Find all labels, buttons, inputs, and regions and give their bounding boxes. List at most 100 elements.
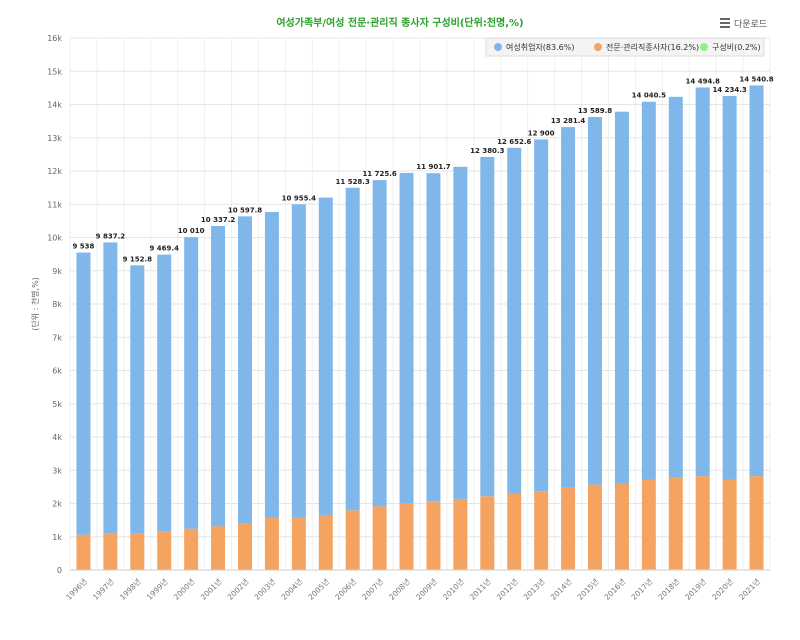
bar-data-label: 14 494.8 (686, 77, 720, 85)
legend-item[interactable]: 구성비(0.2%) (712, 43, 761, 52)
bar-data-label: 9 152.8 (123, 255, 153, 263)
bar-professional (426, 501, 441, 570)
x-tick-label: 2019년 (683, 576, 709, 602)
bar-data-label: 14 540.8 (739, 75, 773, 83)
bar-total (211, 225, 226, 527)
x-tick-label: 2002년 (225, 576, 251, 602)
x-tick-label: 2018년 (656, 576, 682, 602)
chart-title: 여성가족부/여성 전문·관리직 종사자 구성비(단위:천명,%) (276, 18, 524, 29)
x-tick-label: 2014년 (548, 576, 574, 602)
legend-marker[interactable] (494, 43, 502, 51)
x-tick-label: 2013년 (521, 576, 547, 602)
x-tick-label: 2015년 (575, 576, 601, 602)
y-tick-label: 0 (57, 566, 62, 575)
y-tick-label: 12k (47, 167, 62, 176)
bar-professional (588, 484, 602, 570)
y-tick-label: 9k (52, 267, 62, 276)
y-tick-label: 14k (47, 101, 62, 110)
bar-professional (103, 533, 118, 570)
bar-total (157, 254, 172, 532)
bar-data-label: 11 528.3 (336, 178, 370, 186)
bar-professional (695, 476, 710, 570)
bar-total (534, 139, 549, 492)
bar-professional (561, 487, 576, 570)
bar-professional (480, 496, 495, 570)
bar-professional (722, 479, 737, 570)
bar-total (184, 237, 199, 529)
bar-total (372, 180, 387, 507)
bar-professional (668, 477, 683, 570)
bar-data-label: 13 281.4 (551, 117, 585, 125)
bar-professional (211, 526, 226, 570)
bar-data-label: 11 725.6 (362, 170, 396, 178)
y-tick-label: 6k (52, 367, 62, 376)
bar-professional (534, 491, 549, 570)
y-tick-label: 10k (47, 234, 62, 243)
x-tick-label: 2000년 (171, 576, 197, 602)
bar-professional (130, 533, 145, 570)
x-tick-label: 2010년 (440, 576, 466, 602)
bar-total (614, 111, 629, 484)
x-tick-label: 1998년 (117, 576, 143, 602)
bar-total (426, 173, 441, 502)
download-button[interactable]: 다운로드 (720, 16, 767, 30)
bar-professional (641, 479, 656, 570)
x-tick-label: 2017년 (629, 576, 655, 602)
x-tick-label: 2008년 (386, 576, 412, 602)
bar-data-label: 9 538 (73, 243, 95, 251)
x-tick-label: 2012년 (494, 576, 520, 602)
x-tick-label: 1996년 (63, 576, 89, 602)
bar-professional (749, 476, 764, 570)
bar-professional (399, 503, 414, 570)
legend-marker[interactable] (594, 43, 602, 51)
bar-professional (507, 493, 522, 570)
bar-total (749, 85, 764, 477)
x-tick-label: 2003년 (252, 576, 278, 602)
y-tick-label: 11k (47, 200, 62, 209)
legend-item[interactable]: 전문·관리직종사자(16.2%) (606, 42, 699, 52)
bar-professional (291, 516, 306, 570)
y-tick-label: 16k (47, 34, 62, 43)
x-tick-label: 2011년 (467, 576, 493, 602)
legend-box (485, 37, 765, 57)
bar-data-label: 10 597.8 (228, 206, 262, 214)
bar-professional (614, 483, 629, 570)
y-tick-label: 15k (47, 67, 62, 76)
y-tick-label: 1k (52, 533, 62, 542)
bar-total (291, 204, 306, 517)
x-tick-label: 2016년 (602, 576, 628, 602)
bar-data-label: 9 837.2 (96, 232, 126, 240)
legend-item[interactable]: 여성취업자(83.6%) (506, 42, 574, 52)
bar-total (695, 87, 710, 477)
bar-professional (453, 498, 468, 570)
legend-marker[interactable] (700, 43, 708, 51)
bar-data-label: 10 337.2 (201, 216, 235, 224)
y-tick-label: 5k (52, 400, 62, 409)
bar-total (130, 265, 145, 534)
x-tick-label: 2005년 (306, 576, 332, 602)
y-tick-label: 3k (52, 466, 62, 475)
y-tick-label: 4k (52, 433, 62, 442)
bar-data-label: 11 901.7 (416, 163, 450, 171)
bar-professional (345, 510, 360, 570)
bar-total (103, 242, 118, 534)
x-tick-label: 2006년 (333, 576, 359, 602)
bar-data-label: 14 234.3 (712, 86, 746, 94)
bar-total (480, 156, 495, 497)
bar-professional (184, 528, 199, 570)
x-tick-label: 2021년 (736, 576, 762, 602)
bar-total (399, 172, 414, 504)
bar-total (641, 101, 656, 480)
x-tick-label: 2001년 (198, 576, 224, 602)
x-tick-label: 2004년 (279, 576, 305, 602)
bar-total (668, 96, 683, 478)
y-tick-label: 2k (52, 500, 62, 509)
bar-professional (157, 531, 172, 570)
bar-professional (372, 506, 387, 570)
bar-total (238, 216, 252, 524)
y-tick-label: 7k (52, 333, 62, 342)
bar-total (76, 252, 91, 535)
bar-data-label: 9 469.4 (150, 245, 180, 253)
bar-total (264, 211, 279, 518)
